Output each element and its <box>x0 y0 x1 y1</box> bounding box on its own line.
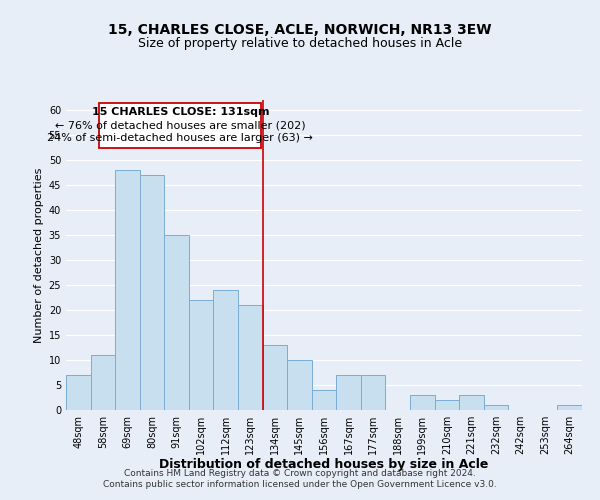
Bar <box>164 235 189 410</box>
Y-axis label: Number of detached properties: Number of detached properties <box>34 168 44 342</box>
Bar <box>484 405 508 410</box>
Bar <box>91 355 115 410</box>
Text: ← 76% of detached houses are smaller (202): ← 76% of detached houses are smaller (20… <box>55 120 305 130</box>
Bar <box>459 395 484 410</box>
Text: Contains public sector information licensed under the Open Government Licence v3: Contains public sector information licen… <box>103 480 497 489</box>
Bar <box>557 405 582 410</box>
Bar <box>66 375 91 410</box>
Bar <box>140 175 164 410</box>
Text: 15, CHARLES CLOSE, ACLE, NORWICH, NR13 3EW: 15, CHARLES CLOSE, ACLE, NORWICH, NR13 3… <box>108 22 492 36</box>
X-axis label: Distribution of detached houses by size in Acle: Distribution of detached houses by size … <box>160 458 488 471</box>
Bar <box>361 375 385 410</box>
Bar <box>287 360 312 410</box>
Bar <box>115 170 140 410</box>
Bar <box>189 300 214 410</box>
Bar <box>99 102 262 148</box>
Bar <box>263 345 287 410</box>
Bar <box>238 305 263 410</box>
Bar <box>214 290 238 410</box>
Text: Size of property relative to detached houses in Acle: Size of property relative to detached ho… <box>138 38 462 51</box>
Bar <box>312 390 336 410</box>
Text: Contains HM Land Registry data © Crown copyright and database right 2024.: Contains HM Land Registry data © Crown c… <box>124 468 476 477</box>
Text: 15 CHARLES CLOSE: 131sqm: 15 CHARLES CLOSE: 131sqm <box>92 108 269 118</box>
Bar <box>336 375 361 410</box>
Text: 24% of semi-detached houses are larger (63) →: 24% of semi-detached houses are larger (… <box>47 132 313 142</box>
Bar <box>410 395 434 410</box>
Bar <box>434 400 459 410</box>
